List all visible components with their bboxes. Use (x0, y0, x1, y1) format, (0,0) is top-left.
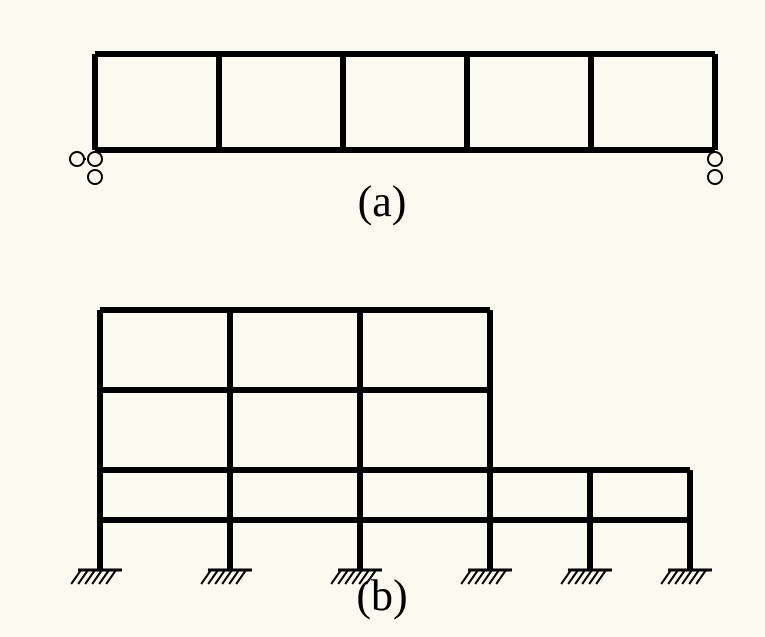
fa-support-left-icon (70, 152, 102, 184)
fb-horizontals (100, 310, 690, 520)
fixed-support-icon (561, 570, 612, 584)
fixed-support-icon (661, 570, 712, 584)
figure-a (70, 54, 722, 184)
support-roller-below-icon (88, 170, 102, 184)
structural-diagrams: (a) (b) (0, 0, 765, 637)
label-a: (a) (358, 177, 407, 226)
fa-verticals (95, 54, 715, 150)
support-node-icon (88, 152, 102, 166)
support-roller-left-icon (70, 152, 84, 166)
support-roller-below-icon (708, 170, 722, 184)
fixed-support-icon (201, 570, 252, 584)
label-b: (b) (356, 571, 407, 620)
fixed-support-icon (71, 570, 122, 584)
fb-verticals (100, 310, 690, 570)
support-node-icon (708, 152, 722, 166)
fixed-support-icon (461, 570, 512, 584)
fa-support-right-icon (708, 152, 722, 184)
figure-b (71, 310, 712, 584)
